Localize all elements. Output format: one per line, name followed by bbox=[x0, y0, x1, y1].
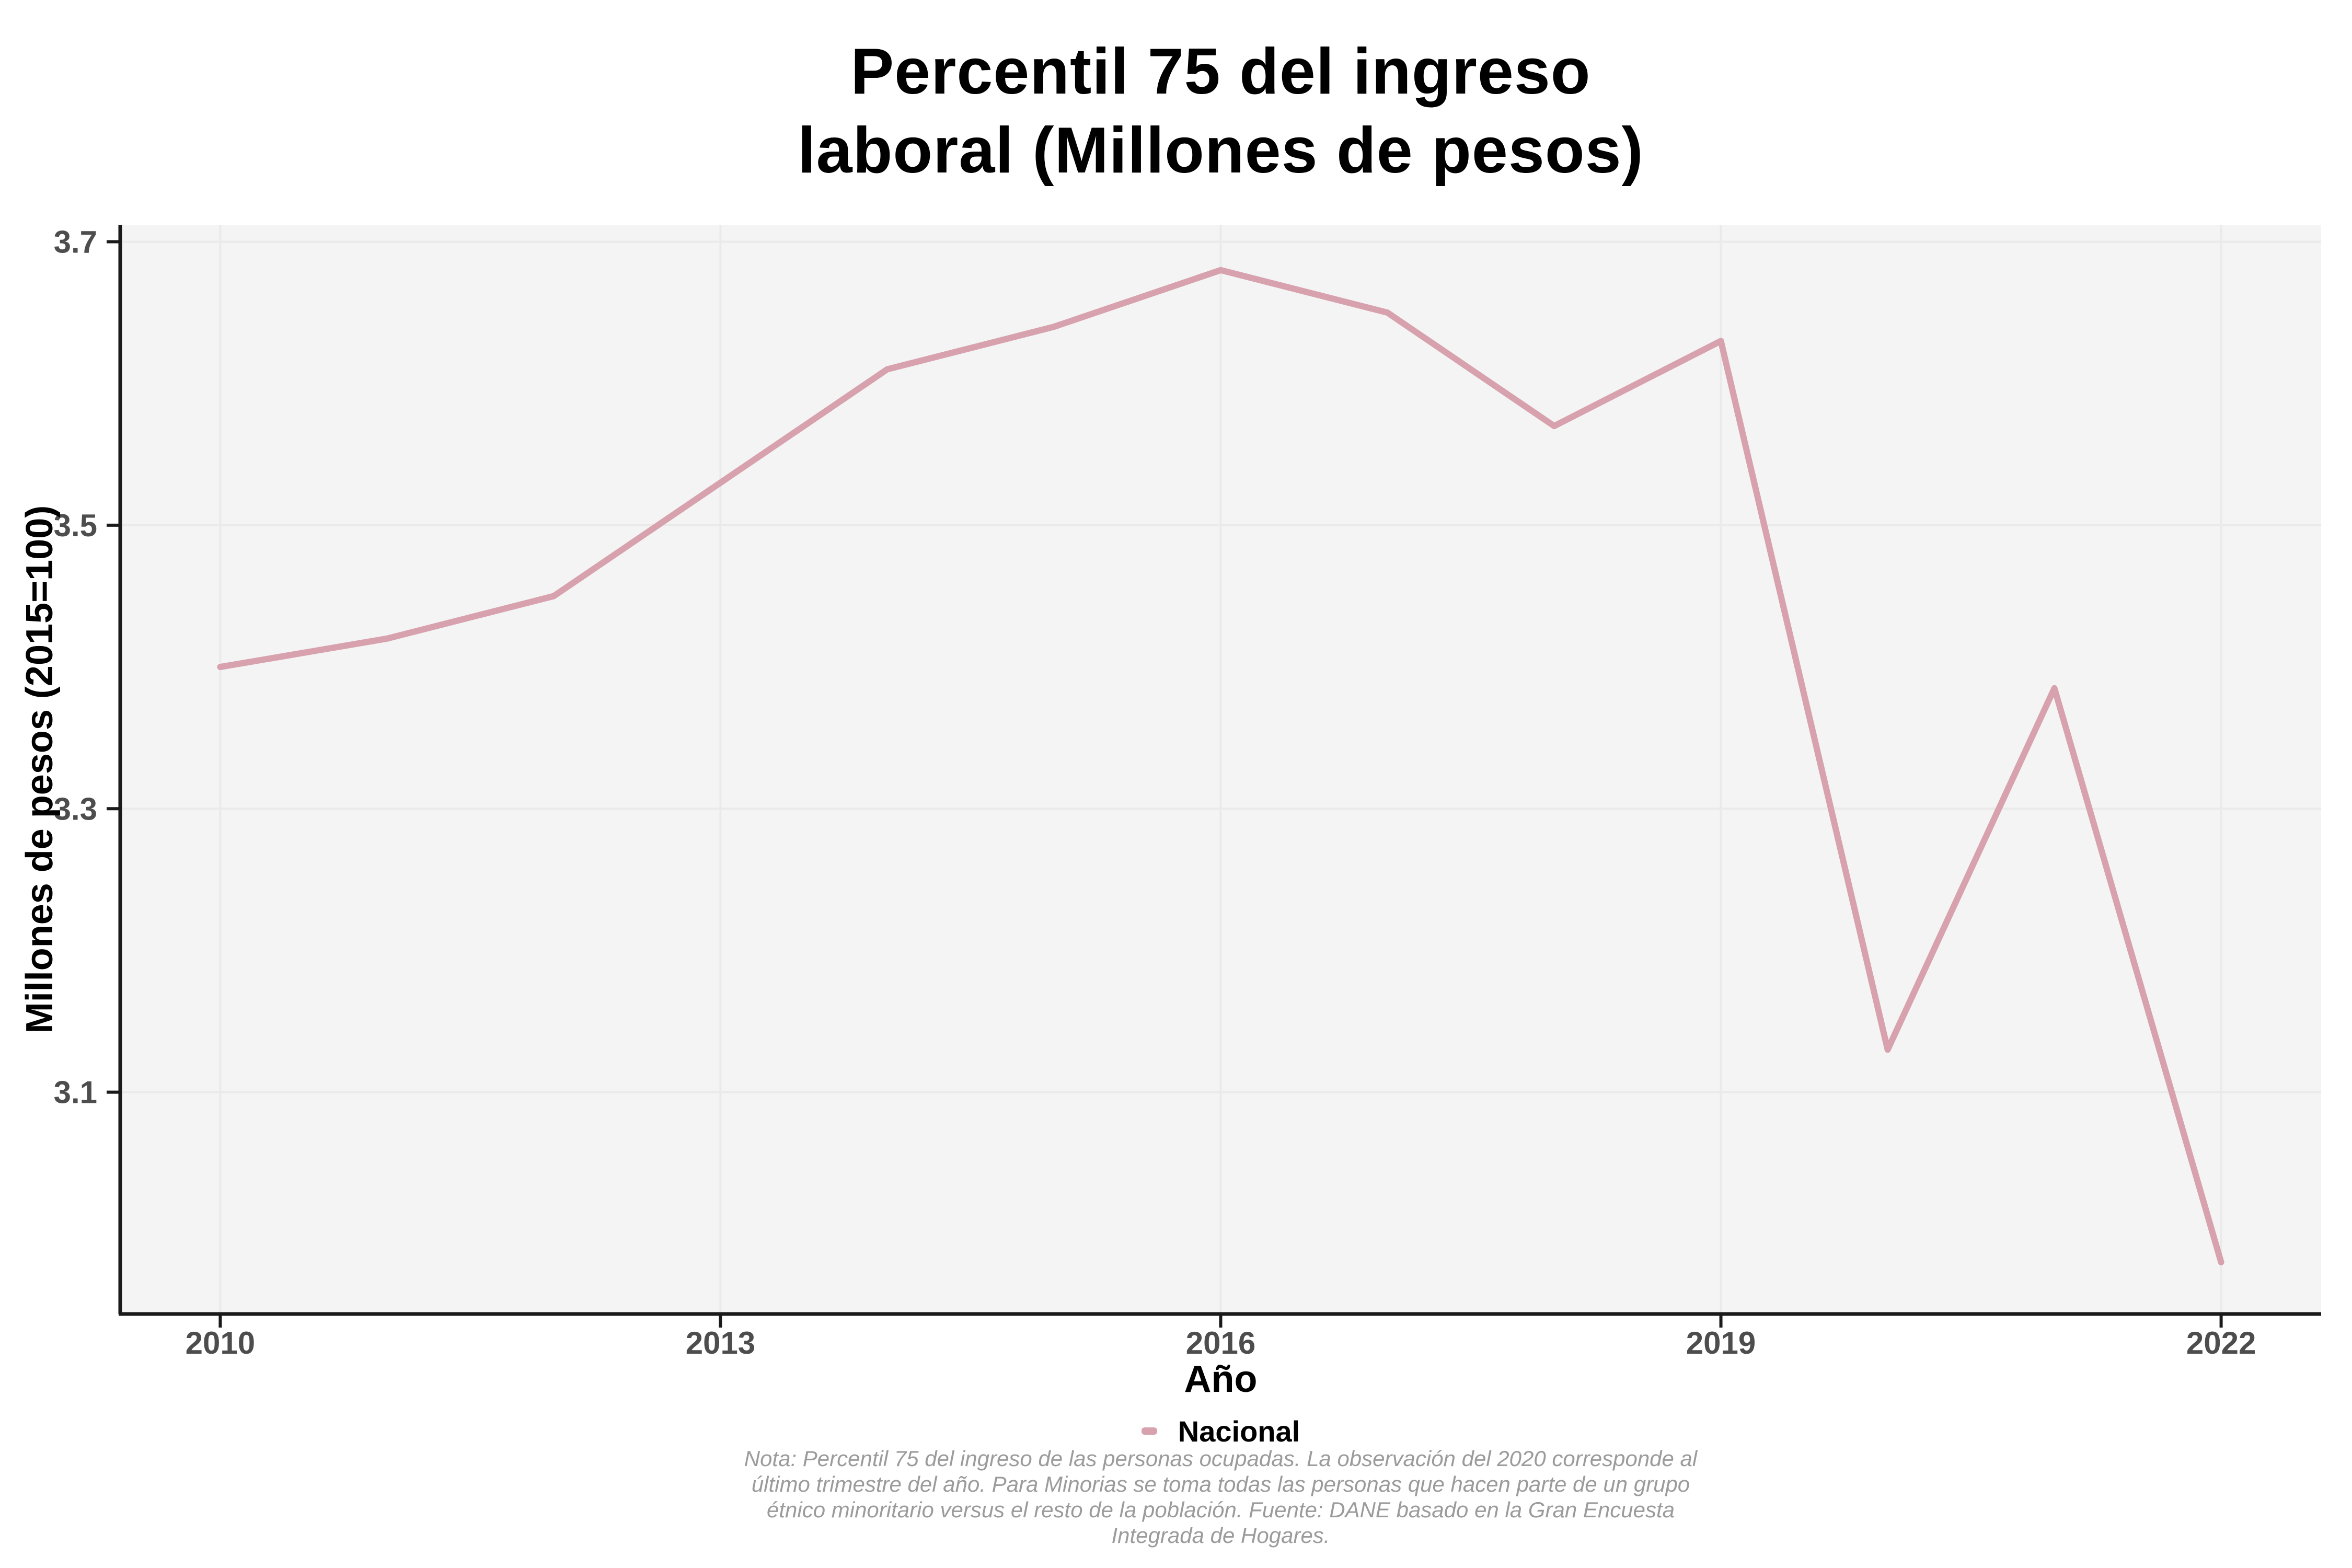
x-tick-label: 2022 bbox=[2186, 1325, 2256, 1361]
footnote-line: último trimestre del año. Para Minorias … bbox=[751, 1472, 1690, 1497]
x-tick-label: 2010 bbox=[186, 1325, 255, 1361]
footnote: Nota: Percentil 75 del ingreso de las pe… bbox=[120, 1446, 2321, 1549]
y-tick-label: 3.7 bbox=[54, 225, 97, 260]
chart-title-line1: Percentil 75 del ingreso bbox=[850, 36, 1591, 108]
chart-title-line2: laboral (Millones de pesos) bbox=[798, 114, 1644, 187]
x-tick-label: 2016 bbox=[1186, 1325, 1255, 1361]
footnote-line: étnico minoritario versus el resto de la… bbox=[767, 1497, 1675, 1523]
x-axis-title: Año bbox=[1184, 1358, 1258, 1400]
y-tick-label: 3.3 bbox=[54, 791, 97, 826]
legend-key-swatch bbox=[1141, 1427, 1157, 1435]
y-tick-label: 3.5 bbox=[54, 508, 97, 543]
legend-label: Nacional bbox=[1178, 1414, 1300, 1448]
chart-title: Percentil 75 del ingreso laboral (Millon… bbox=[120, 32, 2321, 191]
legend: Nacional bbox=[120, 1412, 2321, 1450]
x-tick-label: 2019 bbox=[1686, 1325, 1756, 1361]
footnote-line: Integrada de Hogares. bbox=[1111, 1523, 1330, 1548]
y-axis-title: Millones de pesos (2015=100) bbox=[19, 505, 61, 1034]
y-tick-label: 3.1 bbox=[54, 1075, 97, 1110]
series-line-nacional bbox=[217, 267, 2224, 1265]
footnote-line: Nota: Percentil 75 del ingreso de las pe… bbox=[744, 1446, 1698, 1471]
x-tick-label: 2013 bbox=[686, 1325, 755, 1361]
